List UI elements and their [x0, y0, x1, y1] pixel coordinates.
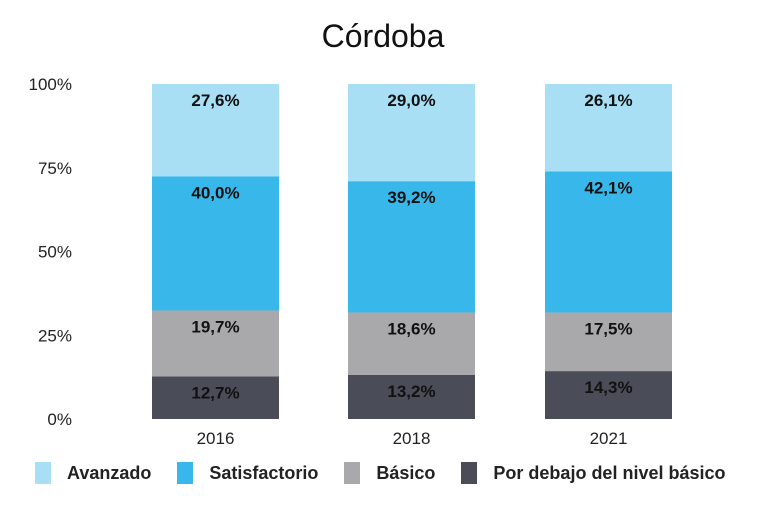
- bar-segment: [152, 310, 279, 377]
- legend-item: Básico: [344, 462, 435, 484]
- legend-swatch: [461, 462, 478, 484]
- bar-segment: [348, 374, 475, 419]
- y-tick-label: 75%: [38, 159, 72, 178]
- y-tick-label: 100%: [29, 75, 72, 94]
- data-label: 13,2%: [387, 382, 435, 401]
- data-label: 39,2%: [387, 188, 435, 207]
- x-tick-label: 2016: [197, 429, 235, 448]
- data-label: 19,7%: [191, 317, 239, 336]
- legend-swatch: [177, 462, 194, 484]
- legend-swatch: [344, 462, 361, 484]
- x-tick-label: 2021: [590, 429, 628, 448]
- bar-segment: [348, 84, 475, 182]
- bar-segment: [545, 171, 672, 313]
- legend-item: Avanzado: [35, 462, 151, 484]
- legend-item: Por debajo del nivel básico: [461, 462, 726, 484]
- legend-label: Avanzado: [67, 462, 152, 483]
- bar-segment: [545, 371, 672, 419]
- y-tick-label: 25%: [38, 326, 72, 345]
- data-label: 27,6%: [191, 91, 239, 110]
- data-label: 12,7%: [191, 383, 239, 402]
- bar-segment: [348, 181, 475, 313]
- bar-segment: [545, 312, 672, 372]
- y-tick-label: 0%: [47, 410, 72, 429]
- data-label: 14,3%: [584, 378, 632, 397]
- data-label: 29,0%: [387, 91, 435, 110]
- chart-title: Córdoba: [321, 18, 445, 54]
- bar-segment: [152, 176, 279, 311]
- legend: Avanzado Satisfactorio Básico Por debajo de…: [35, 462, 752, 484]
- data-label: 18,6%: [387, 319, 435, 338]
- bar-segment: [348, 312, 475, 375]
- bar-segment: [152, 84, 279, 177]
- data-label: 17,5%: [584, 319, 632, 338]
- y-tick-label: 50%: [38, 243, 72, 262]
- x-tick-label: 2018: [393, 429, 431, 448]
- legend-item: Satisfactorio: [177, 462, 318, 484]
- legend-label: Básico: [376, 462, 436, 483]
- data-label: 42,1%: [584, 178, 632, 197]
- bar-segment: [152, 376, 279, 419]
- bar-segment: [545, 84, 672, 172]
- legend-label: Por debajo del nivel básico: [493, 462, 726, 483]
- data-label: 26,1%: [584, 91, 632, 110]
- legend-swatch: [35, 462, 51, 484]
- legend-label: Satisfactorio: [209, 462, 319, 483]
- data-label: 40,0%: [191, 183, 239, 202]
